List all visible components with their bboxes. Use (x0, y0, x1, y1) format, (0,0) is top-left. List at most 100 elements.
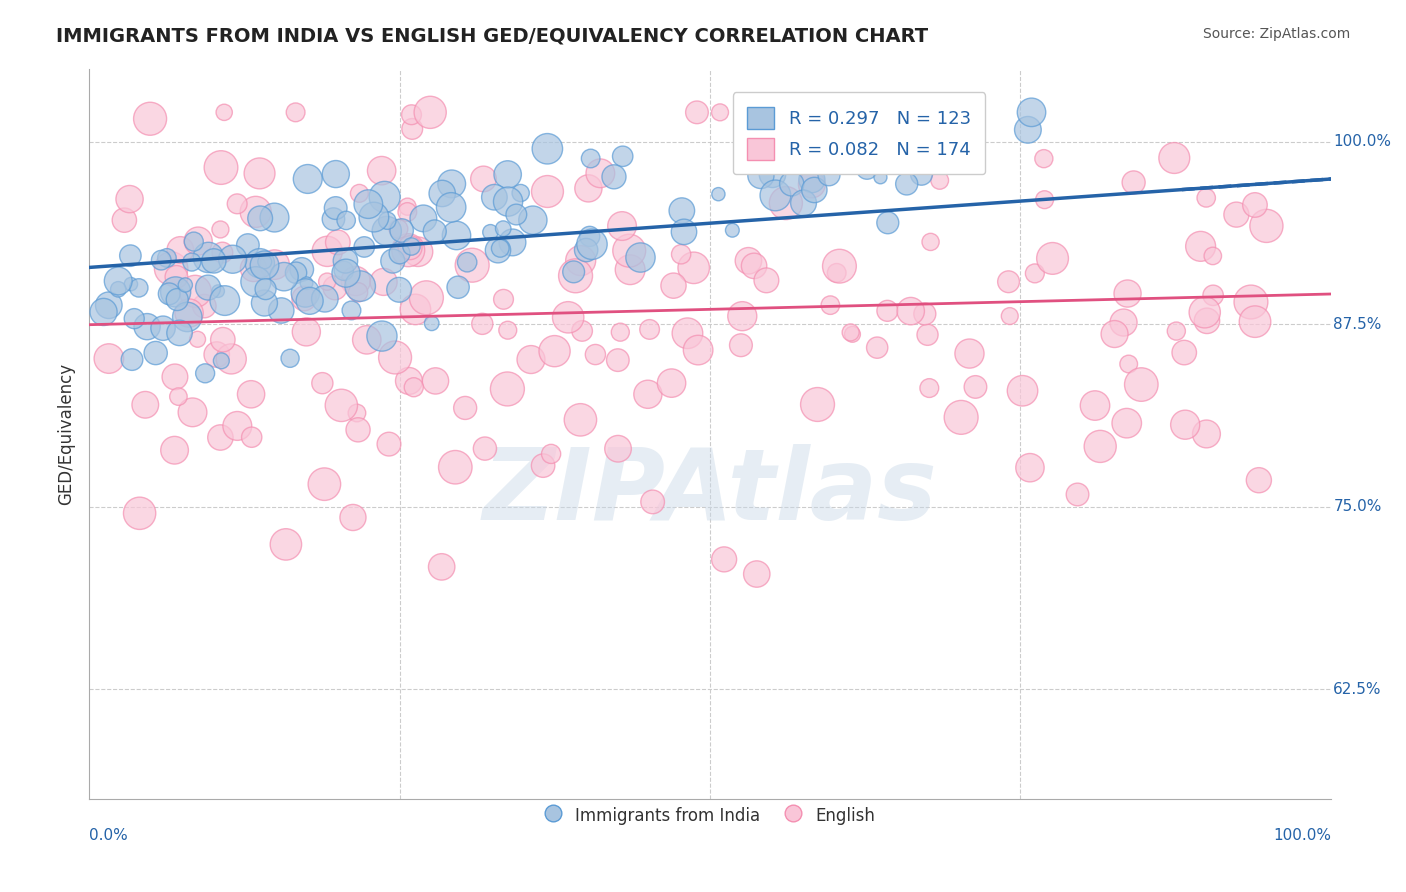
Point (128, 506, 150, 520)
Point (603, 169, 626, 184)
Point (456, 255, 478, 269)
Text: Source: ZipAtlas.com: Source: ZipAtlas.com (1202, 27, 1350, 41)
Point (295, 325, 318, 339)
Point (536, 142, 558, 156)
Point (583, 347, 606, 361)
Point (254, 282, 277, 296)
Point (1017, 123, 1039, 137)
Point (157, 286, 180, 301)
Point (914, 307, 936, 321)
Point (396, 243, 419, 257)
Point (134, 398, 156, 412)
Point (107, 274, 129, 288)
Point (1195, 426, 1218, 441)
Point (401, 239, 423, 253)
Point (249, 256, 271, 270)
Point (1024, 266, 1046, 280)
Point (152, 321, 174, 335)
Point (474, 442, 496, 456)
Point (820, 298, 842, 312)
Point (202, 254, 225, 268)
Point (793, 105, 815, 120)
Point (316, 244, 339, 259)
Point (1118, 357, 1140, 371)
Point (447, 280, 470, 294)
Point (578, 229, 600, 244)
Point (236, 238, 259, 252)
Point (245, 275, 267, 289)
Point (965, 380, 987, 394)
Point (1011, 384, 1033, 398)
Point (672, 225, 695, 239)
Point (1033, 193, 1056, 207)
Point (896, 177, 918, 191)
Point (731, 309, 754, 323)
Point (1202, 288, 1225, 302)
Point (522, 213, 544, 227)
Point (662, 278, 685, 293)
Point (762, 105, 785, 120)
Point (1115, 416, 1137, 430)
Point (118, 192, 141, 206)
Point (263, 258, 285, 272)
Point (240, 387, 263, 401)
Point (800, 172, 823, 186)
Point (396, 205, 419, 219)
Point (619, 244, 641, 258)
Point (688, 343, 710, 357)
Text: IMMIGRANTS FROM INDIA VS ENGLISH GED/EQUIVALENCY CORRELATION CHART: IMMIGRANTS FROM INDIA VS ENGLISH GED/EQU… (56, 27, 928, 45)
Point (378, 437, 401, 451)
Point (93, 305, 115, 319)
Point (471, 317, 494, 331)
Point (193, 299, 215, 313)
Point (363, 210, 385, 224)
Point (1225, 208, 1247, 222)
Point (875, 152, 897, 166)
Point (212, 105, 235, 120)
Point (209, 161, 232, 175)
Point (423, 224, 446, 238)
Text: 100.0%: 100.0% (1272, 828, 1331, 843)
Point (745, 567, 768, 582)
Point (686, 105, 709, 120)
Point (1066, 487, 1088, 501)
Point (349, 186, 371, 201)
Point (298, 293, 321, 308)
Point (1195, 314, 1218, 328)
Point (607, 442, 630, 456)
Point (669, 247, 692, 261)
Point (226, 197, 249, 211)
Point (800, 178, 823, 192)
Point (609, 325, 631, 339)
Point (1173, 345, 1195, 359)
Point (1084, 399, 1107, 413)
Point (730, 338, 752, 352)
Point (187, 332, 209, 346)
Point (619, 262, 641, 277)
Point (391, 223, 413, 237)
Point (207, 284, 229, 298)
Point (869, 170, 891, 185)
Point (415, 291, 437, 305)
Point (177, 306, 200, 320)
Point (641, 495, 664, 509)
Point (128, 281, 150, 295)
Point (920, 235, 942, 249)
Point (1032, 152, 1054, 166)
Point (187, 234, 209, 248)
Point (412, 211, 434, 226)
Point (612, 149, 634, 163)
Point (136, 319, 159, 334)
Point (856, 161, 879, 176)
Point (1244, 315, 1267, 329)
Point (335, 213, 357, 227)
Point (314, 292, 336, 306)
Point (1116, 286, 1139, 301)
Point (959, 346, 981, 360)
Point (347, 285, 370, 300)
Point (384, 351, 406, 365)
Point (610, 219, 633, 233)
Point (183, 235, 205, 249)
Point (273, 269, 295, 284)
Point (575, 243, 598, 257)
